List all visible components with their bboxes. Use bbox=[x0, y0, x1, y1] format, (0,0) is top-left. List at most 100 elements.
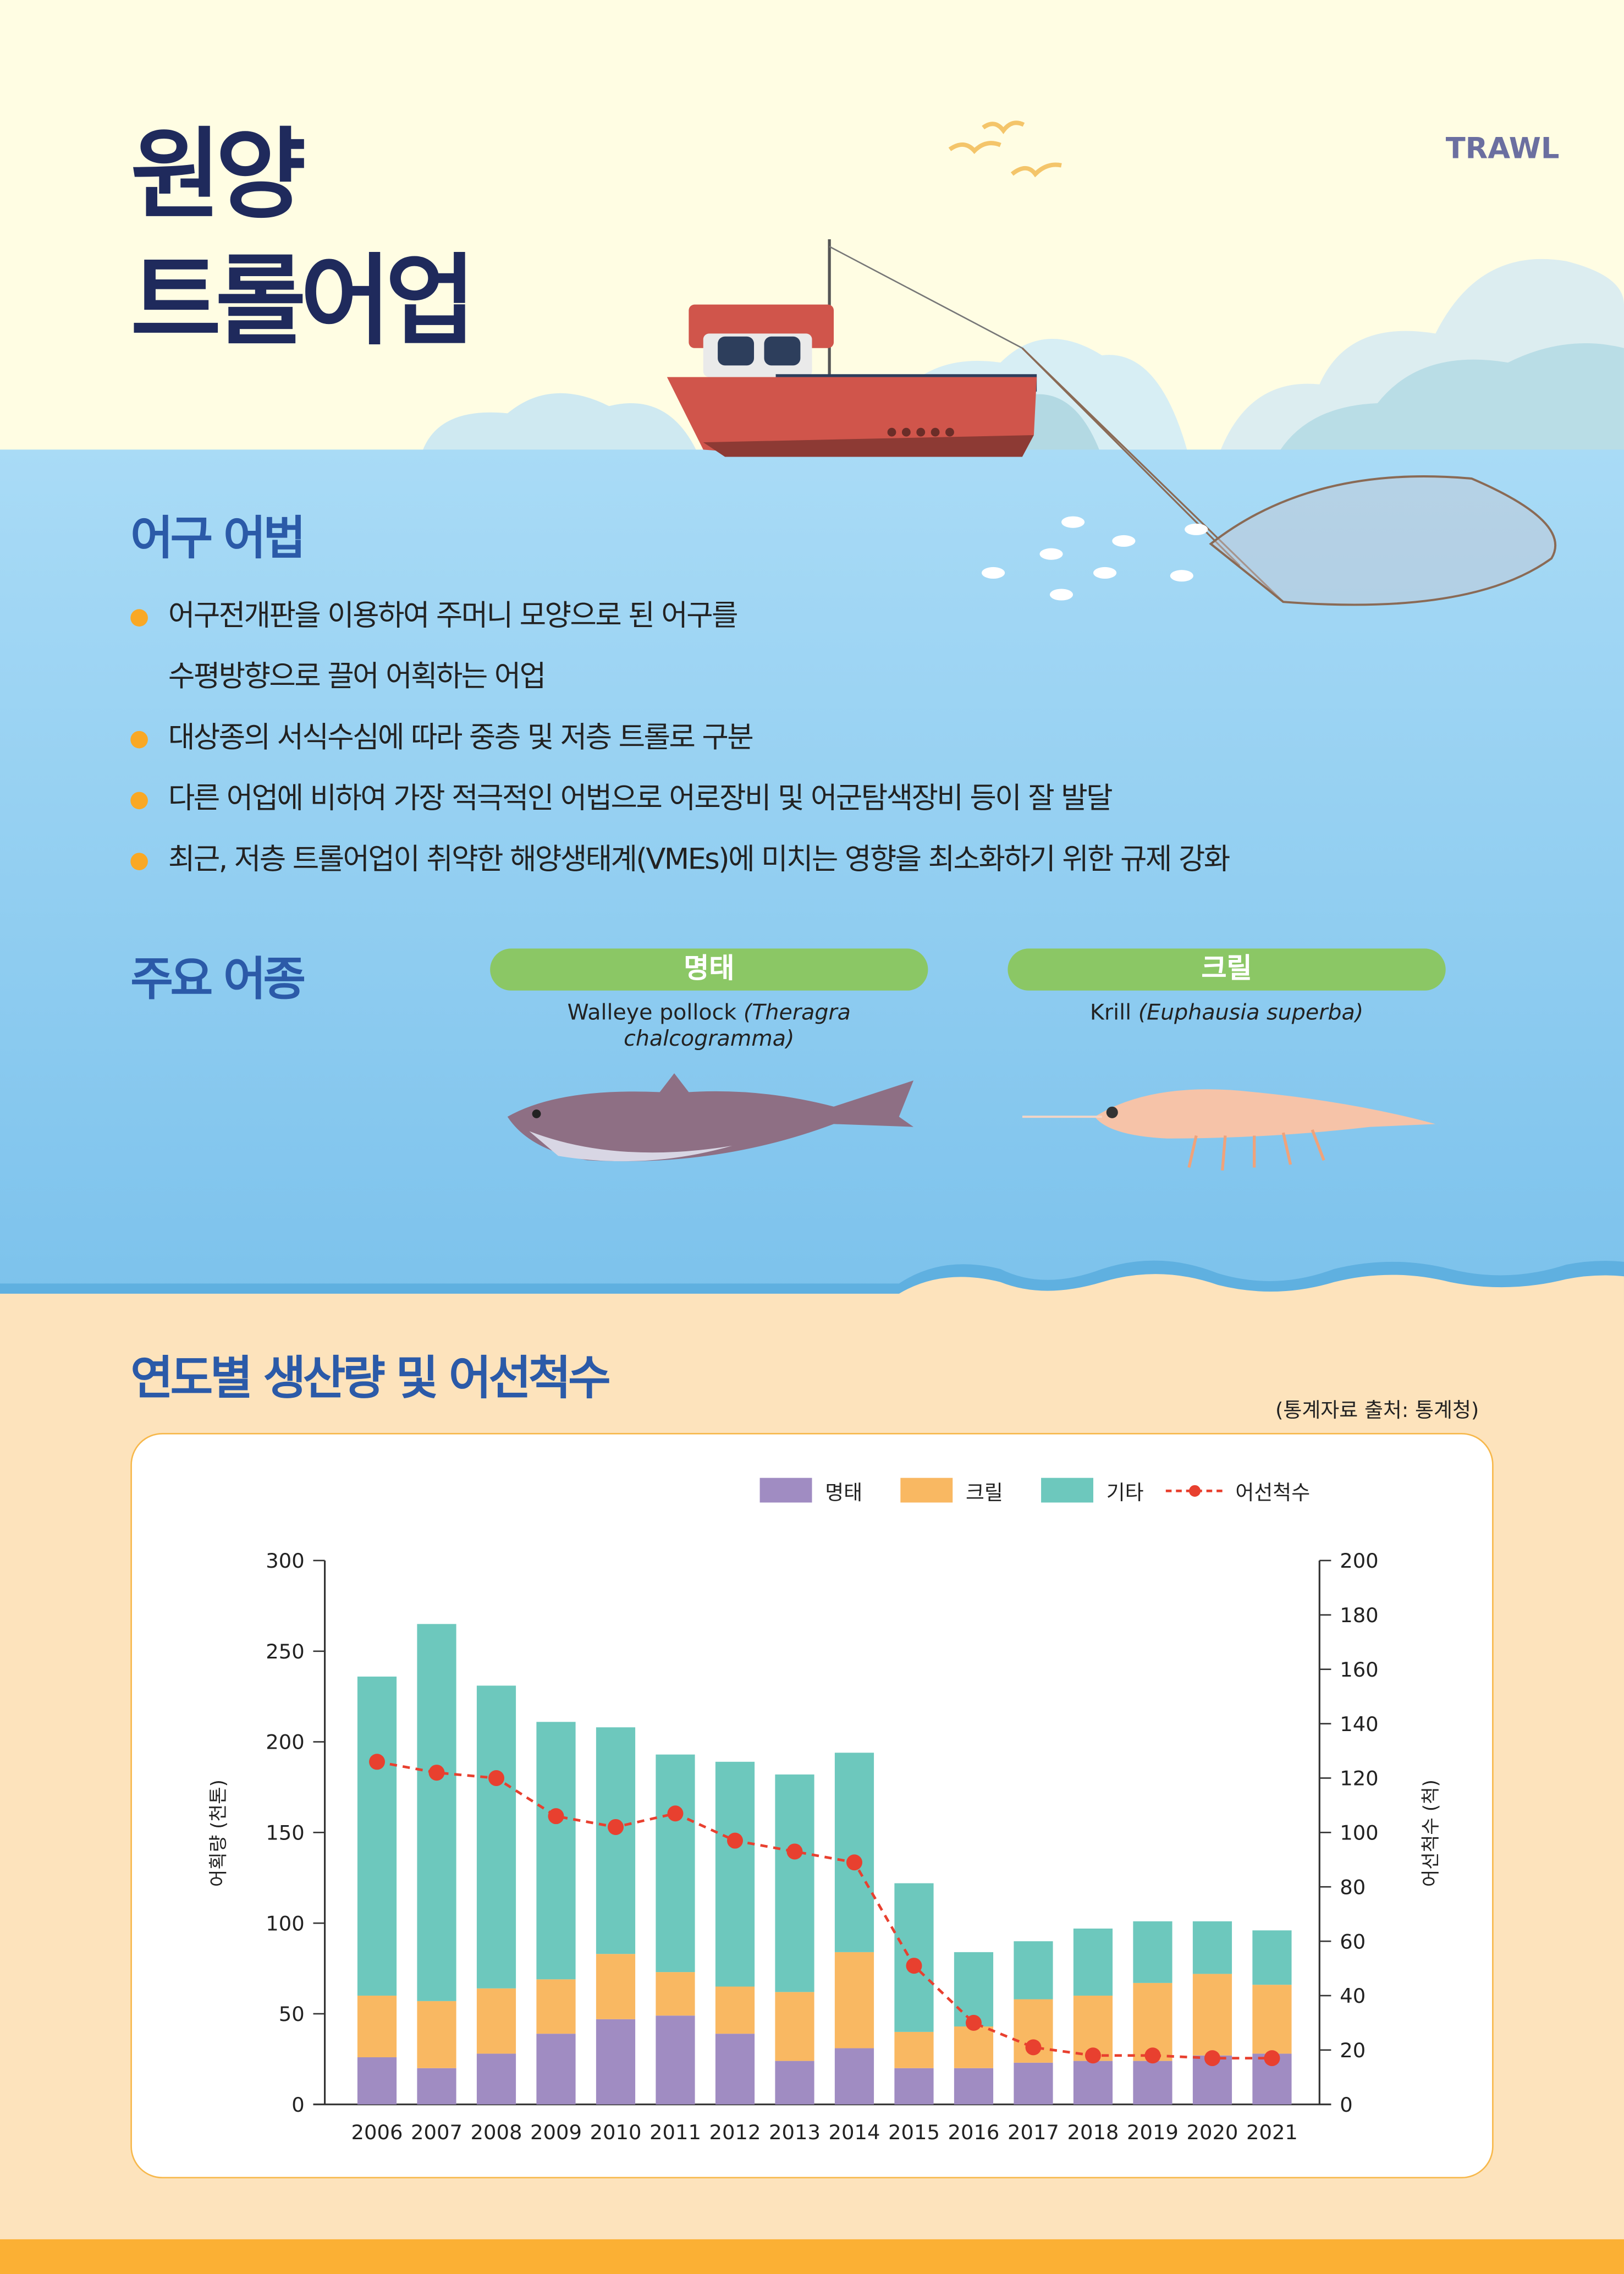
vessel-point-2019 bbox=[1144, 2047, 1161, 2064]
vessel-point-2020 bbox=[1204, 2050, 1220, 2067]
legend-label: 어선척수 bbox=[1235, 1481, 1310, 1504]
y-tick-label: 200 bbox=[266, 1731, 304, 1754]
species-heading: 주요 어종 bbox=[130, 951, 306, 1007]
bar-기타-2008 bbox=[476, 1685, 516, 1989]
bar-크릴-2007 bbox=[417, 2001, 456, 2068]
bar-기타-2017 bbox=[1014, 1941, 1053, 2000]
y-tick-label: 250 bbox=[266, 1640, 304, 1663]
bar-기타-2019 bbox=[1133, 1921, 1172, 1983]
x-tick-label: 2020 bbox=[1186, 2121, 1238, 2144]
gear-bullet-3: 다른 어업에 비하여 가장 적극적인 어법으로 어로장비 및 어군탐색장비 등이… bbox=[130, 775, 1113, 816]
vessel-point-2014 bbox=[846, 1854, 862, 1871]
gear-bullet-4: 최근, 저층 트롤어업이 취약한 해양생태계(VMEs)에 미치는 영향을 최소… bbox=[130, 836, 1230, 877]
bar-기타-2006 bbox=[357, 1676, 397, 1996]
legend-swatch-명태 bbox=[759, 1477, 812, 1503]
bar-크릴-2011 bbox=[656, 1972, 695, 2016]
gear-bullet-2: 대상종의 서식수심에 따라 중층 및 저층 트롤로 구분 bbox=[130, 713, 754, 755]
bar-명태-2011 bbox=[656, 2015, 695, 2105]
x-tick-label: 2017 bbox=[1008, 2121, 1059, 2144]
vessel-point-2012 bbox=[726, 1832, 743, 1849]
y2-tick-label: 40 bbox=[1340, 1984, 1366, 2008]
y2-tick-label: 20 bbox=[1340, 2039, 1366, 2062]
vessel-point-2011 bbox=[667, 1805, 684, 1822]
bar-기타-2012 bbox=[715, 1761, 755, 1987]
bar-크릴-2010 bbox=[596, 1954, 636, 2019]
bar-명태-2015 bbox=[894, 2068, 934, 2105]
legend-label: 기타 bbox=[1106, 1481, 1144, 1504]
y-tick-label: 50 bbox=[279, 2002, 305, 2026]
bar-기타-2011 bbox=[656, 1754, 695, 1973]
species-pill-pollock: 명태 bbox=[490, 948, 928, 991]
vessel-point-2017 bbox=[1025, 2039, 1042, 2056]
x-tick-label: 2009 bbox=[530, 2121, 582, 2144]
gear-heading: 어구 어법 bbox=[130, 510, 306, 566]
production-chart: 0 50 100 150 200 250 300 0 20 40 60 80 100 120 140 160 1… bbox=[208, 1477, 1442, 2144]
bar-크릴-2015 bbox=[894, 2031, 934, 2068]
bar-크릴-2012 bbox=[715, 1986, 755, 2034]
wave-divider bbox=[0, 1260, 1624, 1305]
bar-명태-2017 bbox=[1014, 2062, 1053, 2105]
bottom-bar bbox=[0, 2239, 1624, 2274]
y-axis-label: 어획량 (천톤) bbox=[208, 1779, 230, 1887]
x-tick-label: 2021 bbox=[1246, 2121, 1298, 2144]
bar-명태-2009 bbox=[536, 2034, 576, 2105]
species-latin-pollock: Walleye pollock (Theragra chalcogramma) bbox=[567, 999, 851, 1052]
bar-기타-2009 bbox=[536, 1722, 576, 1980]
y2-tick-label: 0 bbox=[1340, 2093, 1352, 2117]
x-tick-label: 2011 bbox=[649, 2121, 701, 2144]
bar-크릴-2014 bbox=[834, 1952, 874, 2048]
bar-명태-2014 bbox=[834, 2048, 874, 2105]
x-tick-label: 2006 bbox=[351, 2121, 403, 2144]
y2-tick-label: 120 bbox=[1340, 1767, 1378, 1790]
fish-school-icon bbox=[981, 516, 1208, 601]
bar-명태-2006 bbox=[357, 2057, 397, 2105]
legend-swatch-크릴 bbox=[900, 1477, 953, 1503]
bar-명태-2010 bbox=[596, 2019, 636, 2105]
bullet-icon bbox=[130, 791, 148, 809]
y-tick-label: 0 bbox=[291, 2093, 304, 2117]
sea-background bbox=[0, 449, 1624, 1305]
bar-기타-2016 bbox=[954, 1952, 994, 2026]
bar-크릴-2006 bbox=[357, 1995, 397, 2058]
bar-기타-2007 bbox=[417, 1624, 456, 2001]
x-tick-label: 2013 bbox=[769, 2121, 821, 2144]
bar-기타-2014 bbox=[834, 1753, 874, 1952]
bar-명태-2019 bbox=[1133, 2061, 1172, 2105]
bar-기타-2015 bbox=[894, 1883, 934, 2032]
krill-image bbox=[1022, 1089, 1436, 1171]
bar-크릴-2009 bbox=[536, 1979, 576, 2034]
bar-기타-2020 bbox=[1192, 1921, 1232, 1974]
species-latin-krill: Krill (Euphausia superba) bbox=[1089, 999, 1364, 1026]
bullet-icon bbox=[130, 730, 148, 748]
bar-크릴-2008 bbox=[476, 1988, 516, 2054]
bar-크릴-2013 bbox=[775, 1992, 814, 2061]
data-source: (통계자료 출처: 통계청) bbox=[1275, 1399, 1479, 1423]
y2-tick-label: 140 bbox=[1340, 1712, 1378, 1736]
vessel-point-2021 bbox=[1264, 2050, 1280, 2067]
y-tick-label: 150 bbox=[266, 1821, 304, 1845]
y2-tick-label: 80 bbox=[1340, 1875, 1366, 1899]
bar-크릴-2016 bbox=[954, 2026, 994, 2068]
production-heading: 연도별 생산량 및 어선척수 bbox=[130, 1350, 610, 1405]
bar-크릴-2021 bbox=[1252, 1985, 1292, 2054]
x-tick-label: 2012 bbox=[709, 2121, 761, 2144]
y-tick-label: 100 bbox=[266, 1912, 304, 1935]
vessel-point-2010 bbox=[607, 1819, 624, 1835]
trawler-boat-illustration bbox=[667, 239, 1557, 606]
y2-tick-label: 60 bbox=[1340, 1930, 1366, 1953]
species-pill-krill: 크릴 bbox=[1008, 948, 1446, 991]
trawl-tag: TRAWL bbox=[1445, 130, 1560, 166]
legend-label: 명태 bbox=[825, 1481, 862, 1504]
vessel-point-2006 bbox=[369, 1754, 386, 1770]
vessel-point-2016 bbox=[965, 2014, 982, 2031]
birds-illustration bbox=[948, 120, 1062, 178]
legend-swatch-dot bbox=[1189, 1485, 1201, 1497]
vessel-point-2008 bbox=[488, 1770, 505, 1786]
bar-기타-2018 bbox=[1073, 1929, 1113, 1996]
y2-tick-label: 200 bbox=[1340, 1549, 1378, 1573]
vessel-point-2018 bbox=[1084, 2047, 1101, 2064]
bar-크릴-2020 bbox=[1192, 1974, 1232, 2056]
title-line-2: 트롤어업 bbox=[130, 245, 476, 360]
vessel-point-2015 bbox=[906, 1958, 922, 1974]
